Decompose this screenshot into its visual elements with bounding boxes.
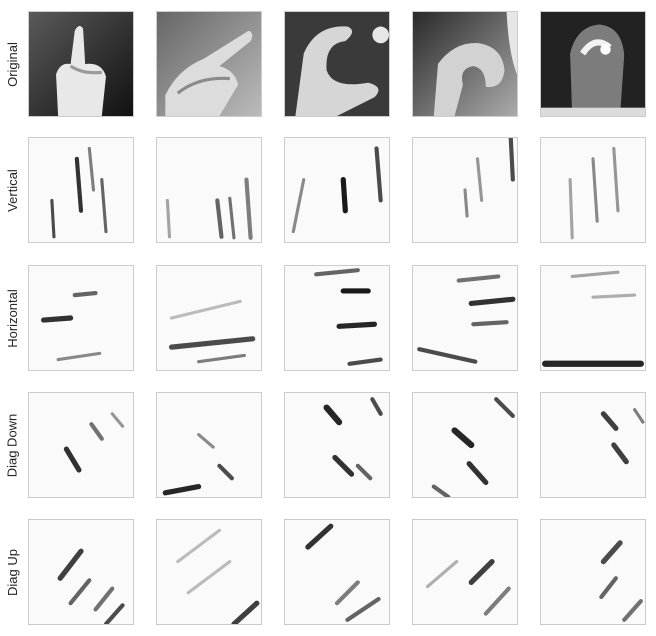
hand-image — [599, 540, 643, 622]
hand-image — [323, 397, 383, 481]
image-tile-original-4 — [412, 11, 518, 117]
row-label-diag-up: Diag Up — [0, 519, 24, 625]
row-label-vertical: Vertical — [0, 137, 24, 243]
image-tile-original-2 — [156, 11, 262, 117]
image-tile-diag-up-3 — [284, 519, 390, 625]
hand-image — [63, 412, 125, 473]
hand-image — [291, 146, 383, 234]
row-label-original: Original — [0, 11, 24, 117]
image-tile-diag-down-1 — [28, 392, 134, 498]
image-tile-vertical-4 — [412, 137, 518, 243]
row-label-diag-down: Diag Down — [0, 392, 24, 498]
row-label-text: Original — [4, 41, 20, 87]
hand-image — [165, 177, 253, 240]
hand-image — [305, 523, 381, 622]
image-tile-diag-up-2 — [156, 519, 262, 625]
hand-image — [162, 433, 234, 496]
row-label-text: Horizontal — [4, 288, 20, 348]
hand-image — [29, 12, 133, 116]
image-tile-horizontal-4 — [412, 265, 518, 371]
image-tile-vertical-5 — [540, 137, 646, 243]
hand-image — [417, 274, 516, 364]
hand-image — [600, 408, 645, 465]
hand-image — [168, 299, 256, 364]
hand-image — [40, 290, 102, 362]
image-tile-diag-down-5 — [540, 392, 646, 498]
image-tile-diag-up-1 — [28, 519, 134, 625]
hand-image — [50, 146, 108, 239]
hand-image — [57, 548, 125, 624]
row-label-text: Diag Down — [4, 413, 20, 477]
row-label-text: Vertical — [4, 168, 20, 212]
image-tile-diag-down-3 — [284, 392, 390, 498]
image-tile-original-5 — [540, 11, 646, 117]
hand-image — [285, 12, 389, 116]
image-tile-horizontal-3 — [284, 265, 390, 371]
image-tile-diag-down-2 — [156, 392, 262, 498]
hand-image — [463, 138, 515, 218]
hand-image — [176, 528, 260, 624]
hand-image — [157, 12, 261, 116]
image-tile-horizontal-5 — [540, 265, 646, 371]
row-label-text: Diag Up — [4, 548, 20, 596]
image-tile-vertical-3 — [284, 137, 390, 243]
hand-image — [542, 270, 644, 367]
image-tile-vertical-2 — [156, 137, 262, 243]
hand-image — [413, 12, 517, 116]
image-tile-vertical-1 — [28, 137, 134, 243]
hand-image — [426, 559, 511, 616]
image-tile-diag-up-5 — [540, 519, 646, 625]
row-label-horizontal: Horizontal — [0, 265, 24, 371]
hand-image — [431, 397, 515, 497]
hand-image — [541, 12, 645, 116]
hand-image — [314, 268, 383, 366]
image-tile-original-3 — [284, 11, 390, 117]
hand-image — [568, 146, 620, 240]
image-tile-diag-up-4 — [412, 519, 518, 625]
image-tile-original-1 — [28, 11, 134, 117]
image-tile-horizontal-1 — [28, 265, 134, 371]
image-tile-diag-down-4 — [412, 392, 518, 498]
image-tile-horizontal-2 — [156, 265, 262, 371]
